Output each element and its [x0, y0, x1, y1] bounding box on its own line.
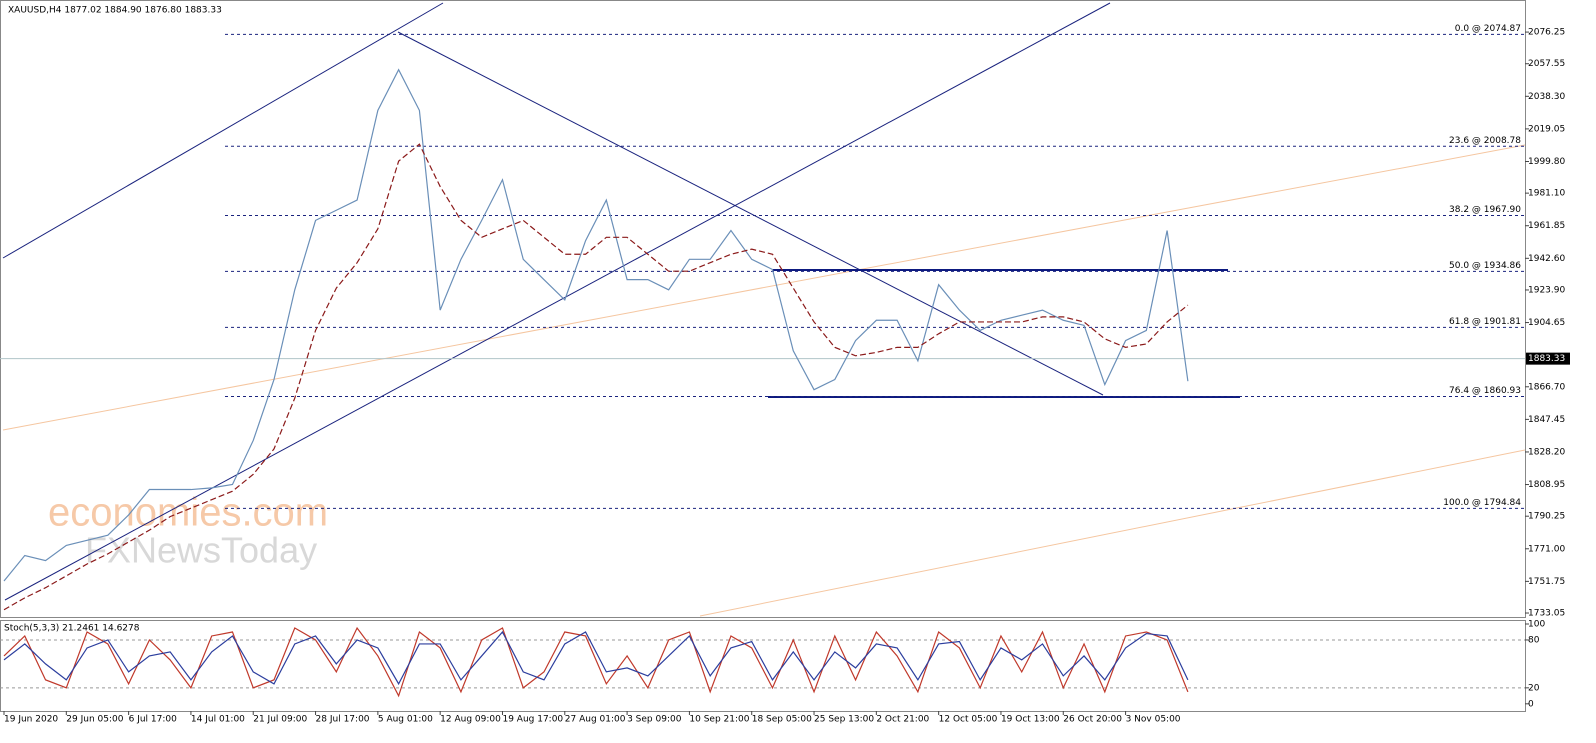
current-price-box	[1526, 352, 1570, 365]
y-tick-label: 1771.00	[1528, 544, 1565, 554]
y-tick-label: 2057.55	[1528, 59, 1565, 69]
y-tick-label: 1981.10	[1528, 189, 1565, 199]
current-price-label: 1883.33	[1528, 354, 1565, 364]
trend-line	[2, 144, 1526, 431]
y-tick-label: 2038.30	[1528, 92, 1565, 102]
y-tick-label: 0	[1528, 699, 1534, 709]
series-line	[3, 630, 1189, 686]
y-tick-label: 1904.65	[1528, 318, 1565, 328]
fib-label: 0.0 @ 2074.87	[1455, 24, 1521, 34]
y-tick-label: 1961.85	[1528, 221, 1565, 231]
x-tick-label: 2 Oct 21:00	[876, 715, 929, 725]
x-tick-label: 19 Jun 2020	[4, 715, 58, 725]
fib-label: 61.8 @ 1901.81	[1449, 317, 1521, 327]
y-tick-label: 80	[1528, 635, 1540, 645]
x-tick-label: 26 Oct 20:00	[1063, 715, 1122, 725]
x-tick-label: 14 Jul 01:00	[191, 715, 245, 725]
y-tick-label: 100	[1528, 619, 1545, 629]
trend-line	[2, 2, 444, 259]
watermark: economies.com	[48, 491, 328, 535]
series-line	[3, 68, 1189, 582]
series-line	[3, 143, 1189, 611]
y-tick-label: 2076.25	[1528, 28, 1565, 38]
x-tick-label: 5 Aug 01:00	[378, 715, 433, 725]
y-tick-label: 20	[1528, 683, 1540, 693]
x-tick-label: 3 Sep 09:00	[627, 715, 682, 725]
price-panel	[0, 0, 1526, 618]
y-tick-label: 1808.95	[1528, 480, 1565, 490]
trend-lines	[2, 2, 1526, 617]
fib-label: 50.0 @ 1934.86	[1449, 261, 1521, 271]
watermark: FXNewsToday	[85, 530, 317, 571]
x-tick-label: 28 Jul 17:00	[316, 715, 370, 725]
y-tick-label: 1751.75	[1528, 577, 1565, 587]
x-tick-label: 3 Nov 05:00	[1126, 715, 1181, 725]
x-tick-label: 6 Jul 17:00	[129, 715, 178, 725]
stoch-panel	[0, 620, 1526, 712]
x-tick-label: 25 Sep 13:00	[814, 715, 874, 725]
x-tick-label: 10 Sep 21:00	[689, 715, 749, 725]
chart-title: XAUUSD,H4 1877.02 1884.90 1876.80 1883.3…	[8, 6, 222, 16]
y-tick-label: 1847.45	[1528, 415, 1565, 425]
x-tick-label: 27 Aug 01:00	[565, 715, 626, 725]
x-tick-label: 19 Oct 13:00	[1001, 715, 1060, 725]
y-tick-label: 1733.05	[1528, 609, 1565, 619]
y-tick-label: 1790.25	[1528, 512, 1565, 522]
x-tick-label: 19 Aug 17:00	[502, 715, 563, 725]
y-tick-label: 1828.20	[1528, 447, 1565, 457]
trend-line	[397, 31, 1104, 396]
y-tick-label: 1866.70	[1528, 382, 1565, 392]
fib-label: 38.2 @ 1967.90	[1449, 205, 1521, 215]
x-tick-label: 18 Sep 05:00	[752, 715, 812, 725]
x-tick-label: 12 Oct 05:00	[939, 715, 998, 725]
y-tick-label: 2019.05	[1528, 124, 1565, 134]
x-tick-label: 21 Jul 09:00	[253, 715, 307, 725]
y-tick-label: 1942.60	[1528, 254, 1565, 264]
x-tick-label: 29 Jun 05:00	[66, 715, 123, 725]
trend-line	[4, 2, 1111, 601]
y-tick-label: 1923.90	[1528, 285, 1565, 295]
x-tick-label: 12 Aug 09:00	[440, 715, 501, 725]
fib-label: 23.6 @ 2008.78	[1449, 136, 1521, 146]
y-tick-label: 1999.80	[1528, 157, 1565, 167]
fib-label: 76.4 @ 1860.93	[1449, 386, 1521, 396]
series-line	[3, 626, 1189, 698]
fib-label: 100.0 @ 1794.84	[1443, 498, 1521, 508]
trend-line	[699, 449, 1526, 617]
indicator-title: Stoch(5,3,3) 21.2461 14.6278	[4, 624, 140, 634]
